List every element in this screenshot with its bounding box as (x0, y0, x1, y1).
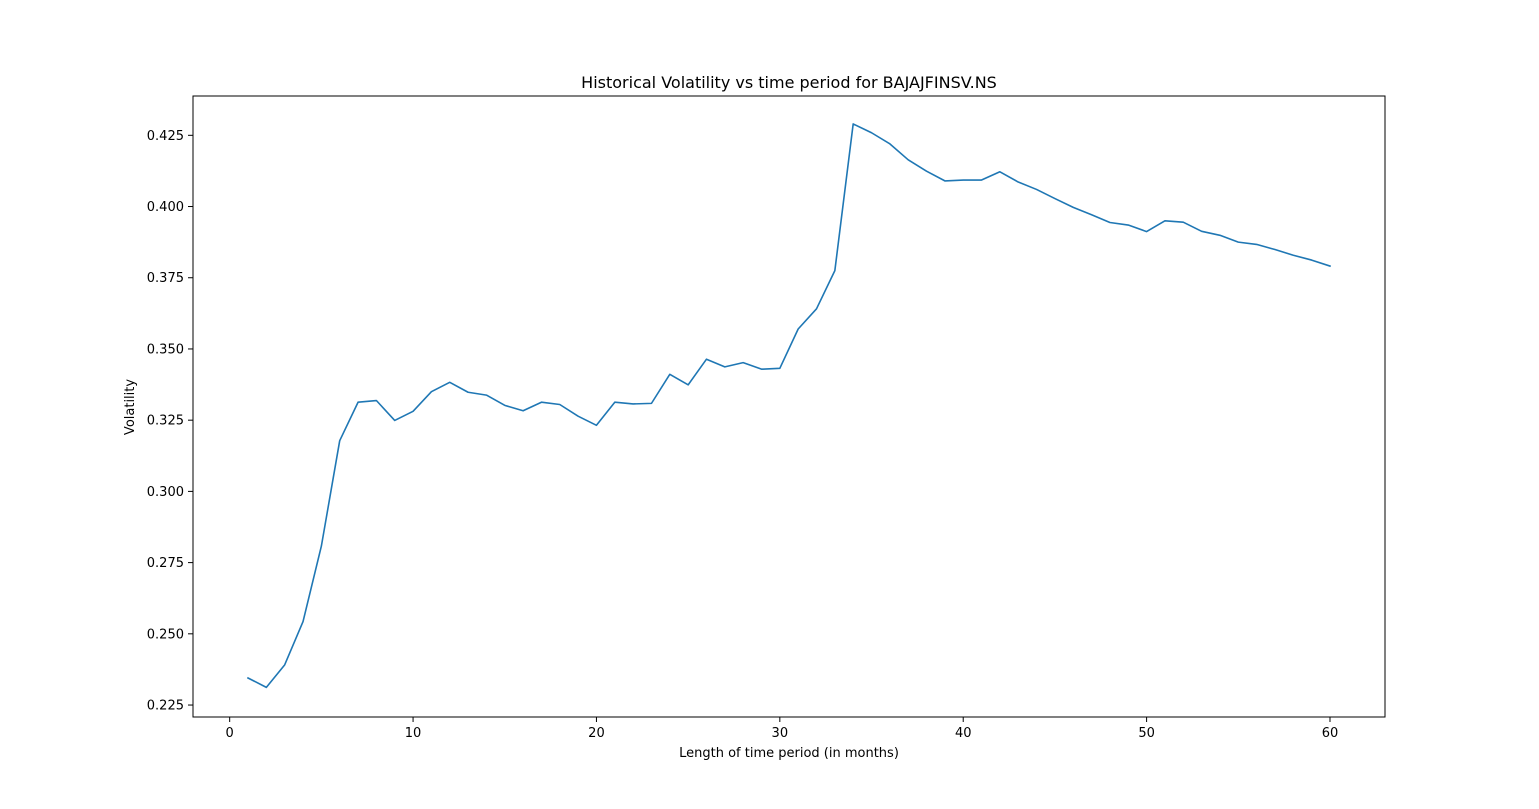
x-tick-label: 40 (955, 726, 972, 741)
x-axis-label: Length of time period (in months) (679, 746, 899, 761)
x-tick-label: 50 (1138, 726, 1155, 741)
axes-frame (192, 95, 1386, 718)
series-line (246, 123, 1331, 689)
y-tick-label: 0.325 (147, 414, 184, 429)
x-tick-label: 30 (772, 726, 789, 741)
y-axis: 0.225 0.250 0.275 0.300 0.325 0.350 0.375 0.400… (147, 129, 193, 714)
y-tick-label: 0.225 (147, 699, 184, 714)
x-tick-label: 0 (226, 726, 234, 741)
y-tick-label: 0.250 (147, 627, 184, 642)
plot-area (246, 123, 1331, 689)
y-tick-label: 0.425 (147, 129, 184, 144)
chart-title: Historical Volatility vs time period for… (581, 73, 997, 92)
y-tick-label: 0.350 (147, 342, 184, 357)
x-tick-label: 10 (405, 726, 422, 741)
y-tick-label: 0.400 (147, 200, 184, 215)
x-axis: 0 10 20 30 40 50 60 (226, 717, 1339, 741)
x-tick-label: 60 (1322, 726, 1339, 741)
y-tick-label: 0.300 (147, 485, 184, 500)
y-tick-label: 0.375 (147, 271, 184, 286)
y-axis-label: Volatility (123, 379, 138, 435)
y-tick-label: 0.275 (147, 556, 184, 571)
x-tick-label: 20 (588, 726, 605, 741)
